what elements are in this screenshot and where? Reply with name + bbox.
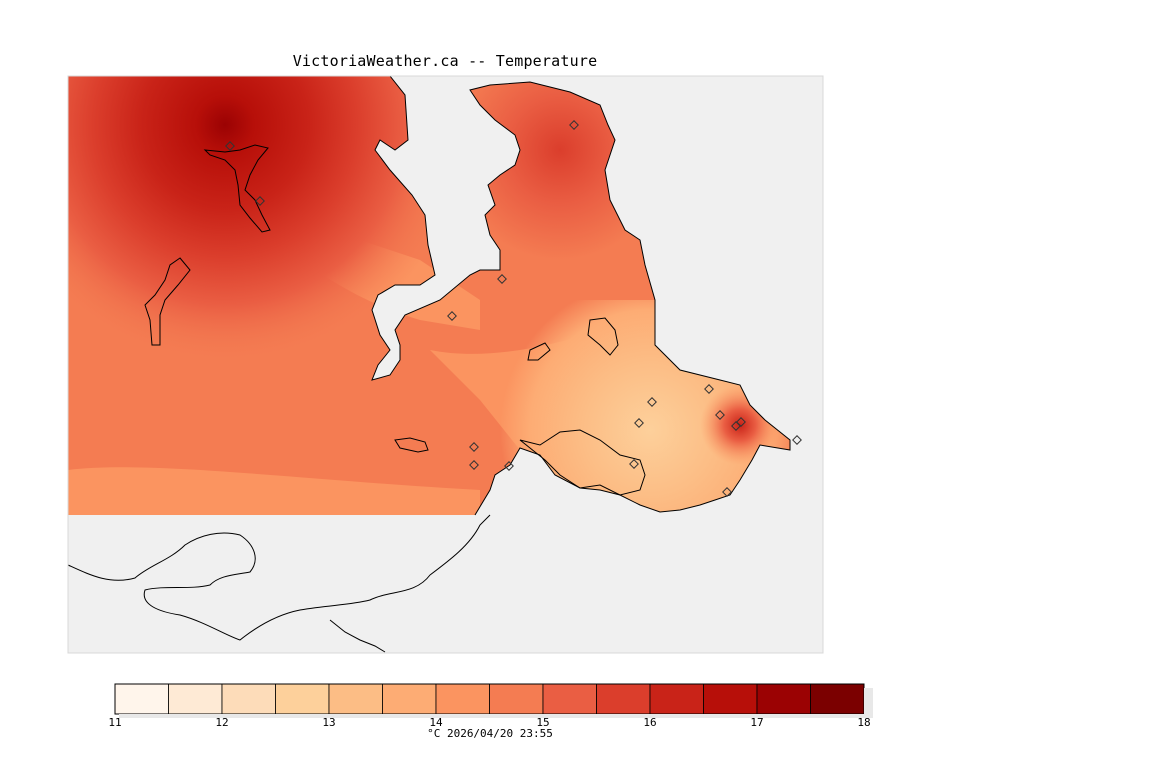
colorbar-swatch (435, 683, 490, 715)
station-marker[interactable] (792, 435, 802, 445)
colorbar-swatch (542, 683, 597, 715)
colorbar-swatch (328, 683, 383, 715)
colorbar-tick-label: 11 (108, 716, 122, 729)
colorbar-swatch (114, 683, 169, 715)
station-marker[interactable] (736, 417, 746, 427)
station-marker[interactable] (225, 141, 235, 151)
colorbar-swatch (489, 683, 544, 715)
station-marker[interactable] (715, 410, 725, 420)
colorbar-tick-label: 12 (215, 716, 229, 729)
colorbar-swatch (275, 683, 330, 715)
colorbar-caption: °C 2026/04/20 23:55 (427, 727, 553, 740)
colorbar-swatch (756, 683, 811, 715)
map-title: VictoriaWeather.ca -- Temperature (292, 52, 598, 70)
colorbar-tick-label: 17 (750, 716, 764, 729)
station-marker[interactable] (255, 196, 265, 206)
map-frame (67, 75, 824, 654)
colorbar-swatch (649, 683, 704, 715)
colorbar-tick-label: 14 (429, 716, 443, 729)
station-marker[interactable] (469, 460, 479, 470)
coastline (67, 75, 791, 653)
colorbar-swatch (168, 683, 223, 715)
colorbar-swatch (596, 683, 651, 715)
station-markers (225, 120, 802, 497)
station-marker[interactable] (504, 461, 514, 471)
colorbar-tick-label: 15 (536, 716, 550, 729)
station-marker[interactable] (629, 459, 639, 469)
colorbar-tick-label: 16 (643, 716, 657, 729)
station-marker[interactable] (469, 442, 479, 452)
station-marker[interactable] (722, 487, 732, 497)
colorbar-swatch (810, 683, 865, 715)
station-marker[interactable] (647, 397, 657, 407)
colorbar-swatch (221, 683, 276, 715)
station-marker[interactable] (704, 384, 714, 394)
colorbar-swatch (382, 683, 437, 715)
station-marker[interactable] (497, 274, 507, 284)
colorbar-swatch (703, 683, 758, 715)
colorbar-tick-label: 18 (857, 716, 871, 729)
station-marker[interactable] (634, 418, 644, 428)
station-marker[interactable] (447, 311, 457, 321)
station-marker[interactable] (569, 120, 579, 130)
colorbar-tick-label: 13 (322, 716, 336, 729)
